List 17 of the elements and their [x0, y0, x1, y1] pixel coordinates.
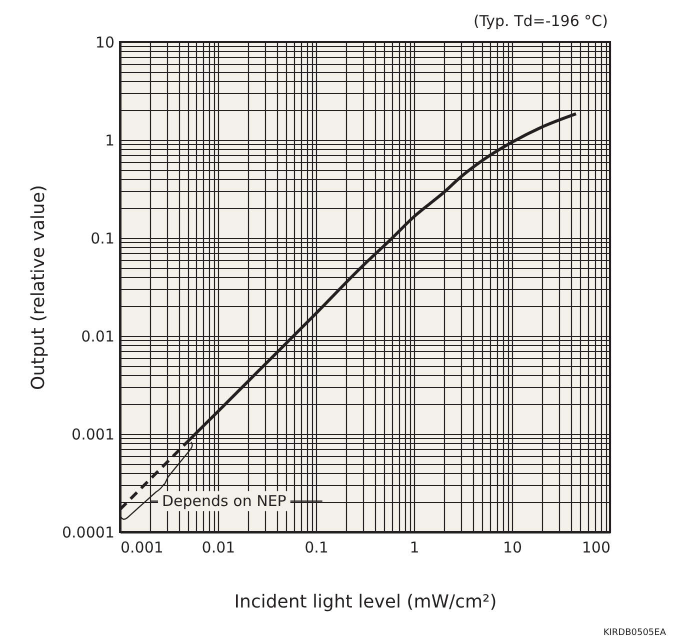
- x-tick-label: 0.01: [202, 538, 236, 556]
- x-tick-label: 100: [582, 538, 610, 556]
- annotation: Depends on NEP: [162, 492, 286, 510]
- x-tick-label: 0.1: [304, 538, 328, 556]
- text: KIRDB0505EA: [603, 628, 666, 638]
- x-tick-label: 1: [410, 538, 420, 556]
- x-tick-label: 10: [502, 538, 522, 556]
- x-tick-label: 0.001: [120, 538, 164, 556]
- y-tick-label: 0.1: [90, 230, 114, 248]
- y-tick-label: 10: [95, 34, 114, 52]
- text: (Typ. Td=-196 °C): [473, 12, 608, 30]
- y-tick-label: 0.01: [81, 328, 114, 346]
- y-tick-label: 0.0001: [62, 524, 114, 542]
- y-axis-title: Output (relative value): [28, 184, 50, 390]
- x-axis-title: Incident light level (mW/cm²): [234, 592, 497, 612]
- y-tick-label: 1: [104, 132, 114, 150]
- y-tick-label: 0.001: [72, 426, 114, 444]
